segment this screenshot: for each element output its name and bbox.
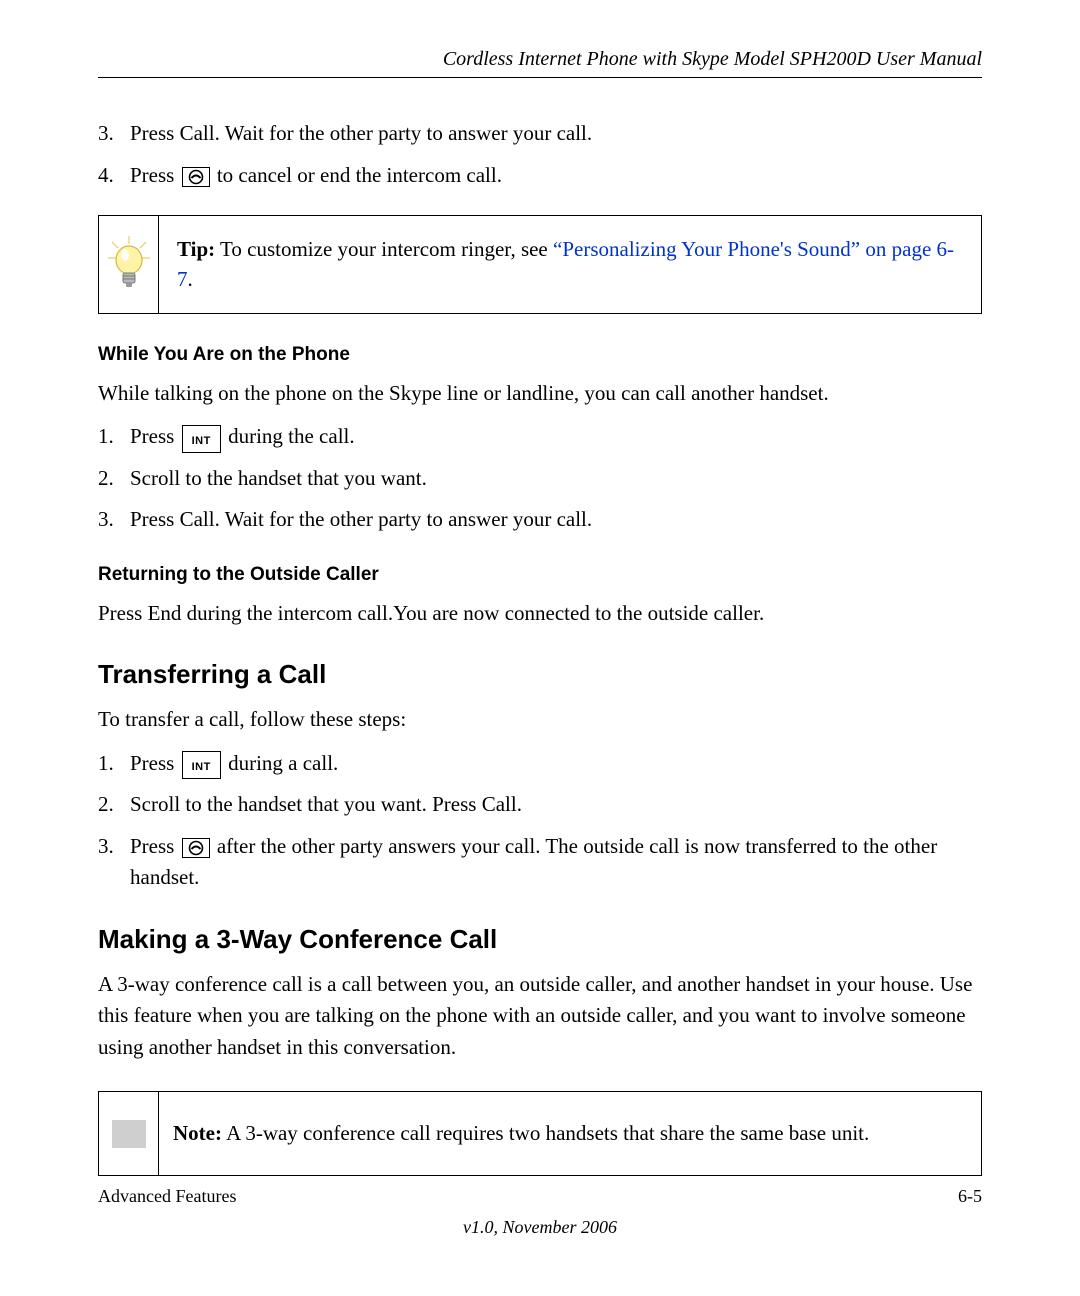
- note-icon: [99, 1092, 159, 1174]
- int-button-icon: INT: [182, 425, 221, 453]
- tip-text: Tip: To customize your intercom ringer, …: [159, 216, 981, 313]
- list-text: Press INT during a call.: [130, 748, 982, 780]
- text-after-icon: after the other party answers your call.…: [130, 834, 937, 890]
- list-item: 4. Press to cancel or end the intercom c…: [98, 160, 982, 192]
- note-label: Note:: [173, 1121, 222, 1145]
- list-number: 2.: [98, 463, 130, 495]
- text-before-icon: Press: [130, 751, 180, 775]
- note-callout: Note: A 3-way conference call requires t…: [98, 1091, 982, 1175]
- list-text: Press INT during the call.: [130, 421, 982, 453]
- list-item: 1. Press INT during a call.: [98, 748, 982, 780]
- page-footer: Advanced Features 6-5 v1.0, November 200…: [98, 1175, 982, 1238]
- paragraph: While talking on the phone on the Skype …: [98, 378, 982, 410]
- tip-label: Tip:: [177, 237, 215, 261]
- list-text: Scroll to the handset that you want.: [130, 463, 982, 495]
- list-number: 3.: [98, 118, 130, 150]
- subheading-returning: Returning to the Outside Caller: [98, 564, 982, 586]
- end-call-icon: [182, 167, 210, 187]
- list-item: 1. Press INT during the call.: [98, 421, 982, 453]
- list-item: 2. Scroll to the handset that you want. …: [98, 789, 982, 821]
- tip-after: .: [188, 267, 193, 291]
- text-after-icon: to cancel or end the intercom call.: [212, 163, 502, 187]
- footer-version: v1.0, November 2006: [98, 1217, 982, 1238]
- text-after-icon: during the call.: [223, 424, 355, 448]
- heading-transferring: Transferring a Call: [98, 659, 982, 690]
- heading-3way: Making a 3-Way Conference Call: [98, 924, 982, 955]
- tip-callout: Tip: To customize your intercom ringer, …: [98, 215, 982, 314]
- page-content: 3. Press Call. Wait for the other party …: [98, 78, 982, 1176]
- list-number: 4.: [98, 160, 130, 192]
- text-after-icon: during a call.: [223, 751, 338, 775]
- footer-left: Advanced Features: [98, 1186, 236, 1207]
- list-number: 1.: [98, 421, 130, 453]
- text-before-icon: Press: [130, 424, 180, 448]
- list-number: 3.: [98, 831, 130, 894]
- lightbulb-icon: [99, 216, 159, 313]
- list-text: Press Call. Wait for the other party to …: [130, 118, 982, 150]
- paragraph: To transfer a call, follow these steps:: [98, 704, 982, 736]
- list-item: 3. Press after the other party answers y…: [98, 831, 982, 894]
- subheading-while-on-phone: While You Are on the Phone: [98, 344, 982, 366]
- list-text: Scroll to the handset that you want. Pre…: [130, 789, 982, 821]
- list-item: 3. Press Call. Wait for the other party …: [98, 118, 982, 150]
- paragraph: A 3-way conference call is a call betwee…: [98, 969, 982, 1064]
- text-before-icon: Press: [130, 834, 180, 858]
- note-text: Note: A 3-way conference call requires t…: [159, 1092, 981, 1174]
- list-text: Press to cancel or end the intercom call…: [130, 160, 982, 192]
- list-number: 1.: [98, 748, 130, 780]
- list-item: 3. Press Call. Wait for the other party …: [98, 504, 982, 536]
- list-number: 3.: [98, 504, 130, 536]
- end-call-icon: [182, 838, 210, 858]
- list-text: Press after the other party answers your…: [130, 831, 982, 894]
- int-button-icon: INT: [182, 751, 221, 779]
- text-before-icon: Press: [130, 163, 180, 187]
- note-body: A 3-way conference call requires two han…: [222, 1121, 869, 1145]
- list-number: 2.: [98, 789, 130, 821]
- list-text: Press Call. Wait for the other party to …: [130, 504, 982, 536]
- tip-body: To customize your intercom ringer, see: [215, 237, 553, 261]
- footer-right: 6-5: [958, 1186, 982, 1207]
- page-header: Cordless Internet Phone with Skype Model…: [98, 48, 982, 78]
- list-item: 2. Scroll to the handset that you want.: [98, 463, 982, 495]
- paragraph: Press End during the intercom call.You a…: [98, 598, 982, 630]
